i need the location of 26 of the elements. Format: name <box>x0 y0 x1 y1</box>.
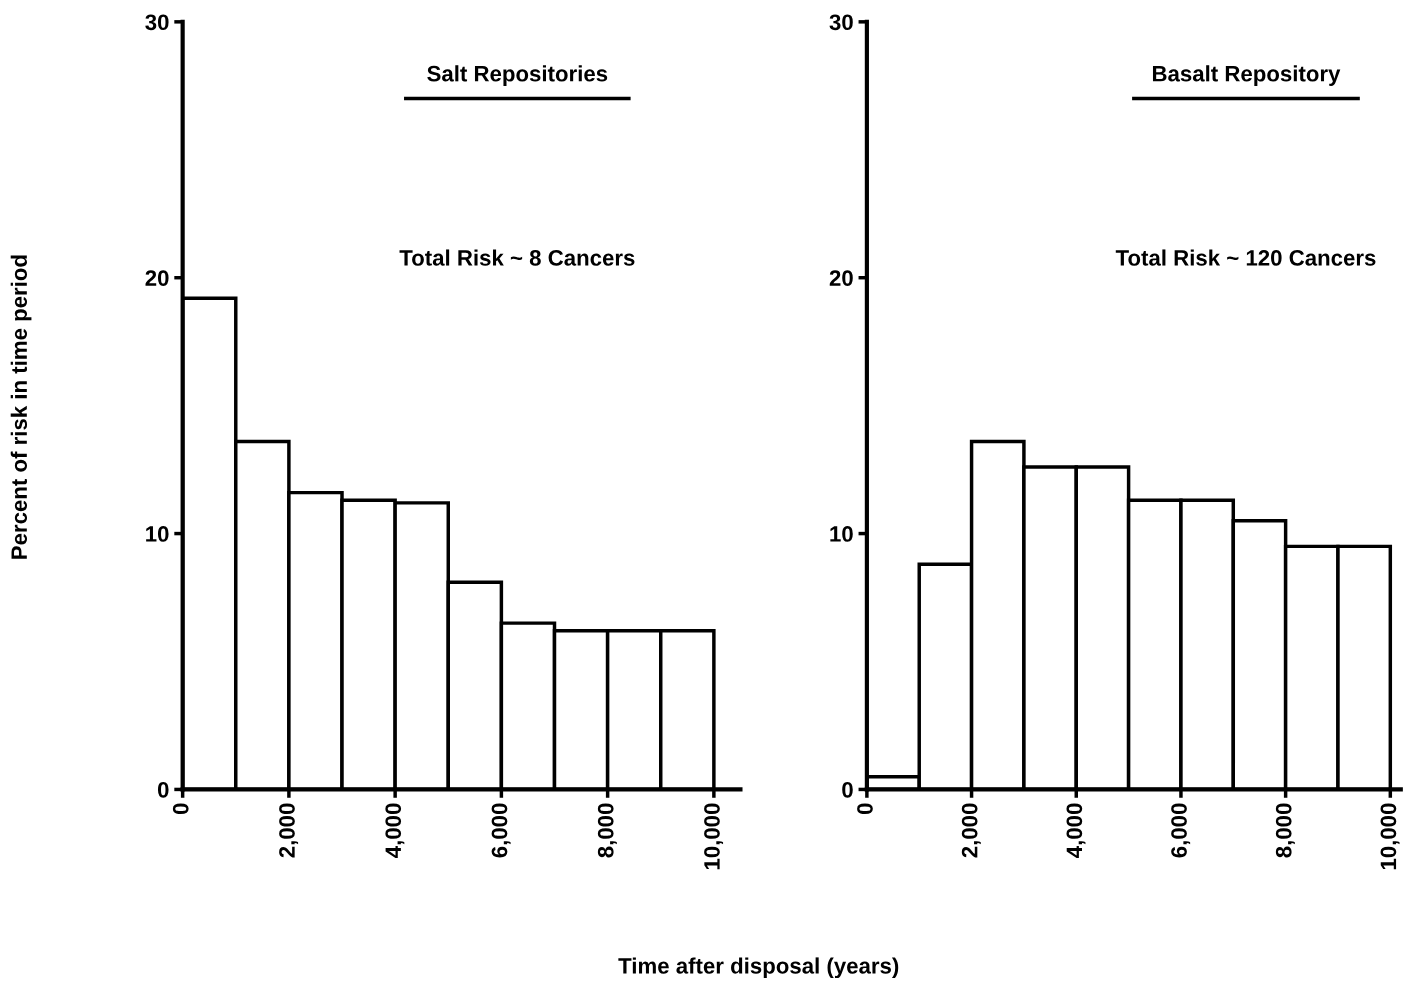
x-tick-label: 2,000 <box>961 803 981 858</box>
y-tick-label: 0 <box>157 781 169 798</box>
x-tick-label: 10,000 <box>1380 803 1400 870</box>
y-tick-label: 20 <box>145 270 169 286</box>
y-tick-label: 30 <box>145 14 169 31</box>
y-tick-label: 0 <box>842 781 853 798</box>
text: Basalt Repository <box>1152 65 1341 86</box>
x-tick-label: 6,000 <box>1171 803 1191 858</box>
x-tick-label: 4,000 <box>385 803 405 858</box>
annotation: Total Risk ~ 8 Cancers <box>399 249 635 266</box>
y-tick-label: 30 <box>829 14 853 31</box>
y-tick-label: 10 <box>146 526 169 542</box>
x-tick-label: 0 <box>857 803 873 815</box>
x-tick-label: 8,000 <box>597 803 617 858</box>
x-tick-label: 6,000 <box>491 803 511 858</box>
y-tick-label: 10 <box>830 526 853 542</box>
text: Salt Repositories <box>427 65 608 86</box>
annotation: Total Risk ~ 120 Cancers <box>1115 249 1376 266</box>
x-axis-title: Time after disposal (years) <box>618 957 899 979</box>
x-tick-label: 0 <box>172 803 189 815</box>
x-tick-label: 2,000 <box>279 803 299 858</box>
x-tick-label: 8,000 <box>1275 803 1295 858</box>
y-axis-title: Percent of risk in time period <box>10 255 32 559</box>
x-tick-label: 4,000 <box>1066 803 1086 858</box>
y-tick-label: 20 <box>829 270 853 286</box>
x-tick-label: 10,000 <box>704 803 724 870</box>
